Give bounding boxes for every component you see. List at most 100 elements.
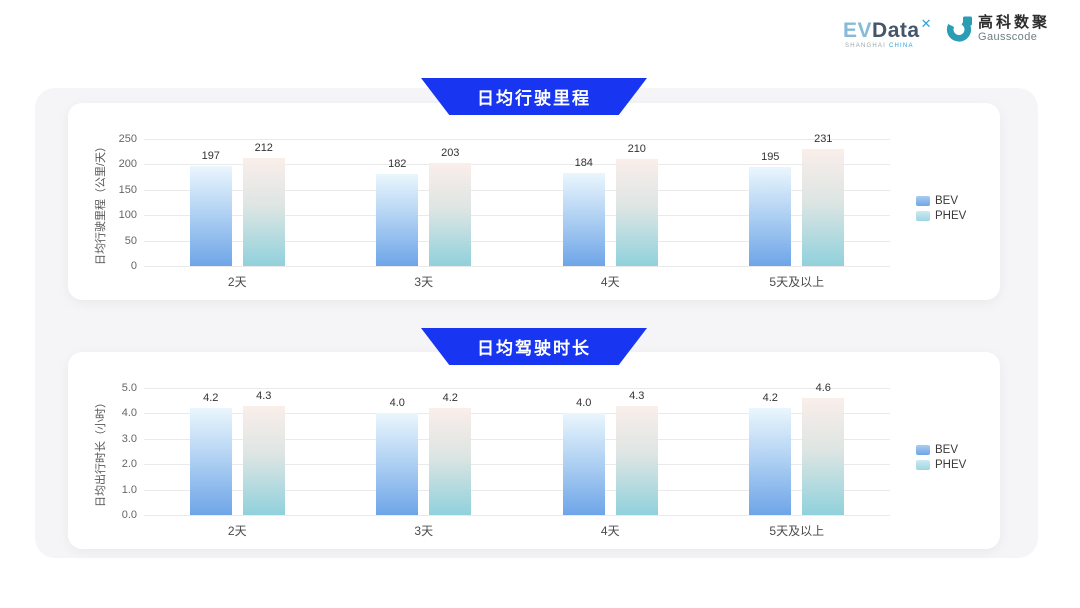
bar-phev: 4.2 — [429, 392, 472, 515]
chart-card: 日均出行时长（小时） 0.0 1.0 2.0 3.0 4.0 5.0 4.2 4.3 4.0 4… — [68, 352, 1000, 549]
bar-value-label: 4.3 — [629, 389, 645, 402]
x-axis-label: 5天及以上 — [769, 275, 825, 289]
phev-swatch-icon — [916, 211, 930, 221]
plot-area: 4.2 4.3 4.0 4.2 4.0 4.3 4.2 4.6 — [144, 382, 890, 516]
evdata-subtext: SHANGHAI CHINA — [843, 43, 932, 49]
bar-group: 4.0 4.3 — [517, 388, 704, 515]
gridline — [144, 164, 890, 166]
bar-phev: 4.3 — [242, 390, 285, 515]
y-axis-title: 日均行驶里程（公里/天） — [95, 140, 107, 265]
gridline — [144, 515, 890, 516]
chart-title: 日均行驶里程 — [477, 89, 591, 108]
bar-value-label: 4.2 — [442, 392, 458, 405]
header: EVData✕ SHANGHAI CHINA 高科数聚 Gausscode — [843, 14, 1050, 49]
evdata-x-icon: ✕ — [920, 16, 932, 31]
y-tick-label: 1.0 — [121, 483, 137, 496]
bar-group: 182 203 — [331, 139, 518, 266]
bar-value-label: 231 — [814, 132, 833, 145]
x-axis-label: 4天 — [600, 275, 620, 289]
plot-area: 197 212 182 203 184 210 195 231 — [144, 133, 891, 267]
legend: BEV PHEV — [916, 195, 966, 290]
y-tick-label: 100 — [118, 209, 137, 222]
bar-bev: 4.0 — [376, 397, 419, 515]
gridline — [144, 240, 890, 242]
bar-phev: 210 — [615, 143, 658, 266]
bar-value-label: 4.2 — [762, 392, 778, 405]
bar-bev: 4.0 — [562, 397, 605, 515]
bar-value-label: 212 — [254, 142, 273, 155]
bar-value-label: 4.2 — [203, 392, 219, 405]
y-tick-label: 2.0 — [121, 458, 137, 471]
gridline — [144, 139, 890, 140]
y-tick-label: 0.0 — [121, 509, 137, 521]
gausscode-g-icon — [946, 16, 972, 42]
y-tick-label: 250 — [118, 133, 137, 145]
plot-column: 4.2 4.3 4.0 4.2 4.0 4.3 4.2 4.6 2天 3天 4天 5天及以上 — [144, 382, 890, 539]
bar-phev: 203 — [429, 147, 472, 266]
legend-label: PHEV — [935, 210, 967, 222]
y-tick-label: 150 — [118, 183, 137, 196]
bar-bev: 197 — [189, 150, 232, 266]
legend-item-bev[interactable]: BEV — [916, 195, 966, 207]
plot-column: 197 212 182 203 184 210 195 231 2天 3天 4天 5天及以上 — [144, 133, 891, 290]
evdata-wordmark: EVData✕ — [843, 17, 932, 41]
bar-value-label: 195 — [761, 150, 780, 163]
legend-item-bev[interactable]: BEV — [916, 444, 966, 456]
bar-value-label: 4.3 — [256, 389, 272, 402]
bar-value-label: 210 — [627, 143, 646, 156]
gausscode-text: 高科数聚 Gausscode — [978, 14, 1050, 43]
y-tick-label: 50 — [124, 234, 137, 247]
bar-value-label: 203 — [441, 146, 460, 159]
legend-label: PHEV — [935, 459, 967, 471]
x-axis-label: 2天 — [227, 275, 247, 289]
bar-bev: 4.2 — [749, 392, 792, 515]
legend-item-phev[interactable]: PHEV — [916, 459, 966, 471]
evdata-data-text: Data — [872, 19, 920, 42]
y-tick-label: 0 — [130, 260, 137, 272]
chart-title-banner: 日均驾驶时长 — [421, 328, 647, 365]
bar-group: 197 212 — [144, 139, 331, 266]
gausscode-logo: 高科数聚 Gausscode — [946, 14, 1050, 43]
gausscode-en-text: Gausscode — [977, 31, 1038, 44]
bar-group: 195 231 — [704, 133, 891, 266]
y-axis-title-wrap: 日均出行时长（小时） — [92, 388, 108, 515]
chart-title-banner: 日均行驶里程 — [421, 78, 647, 115]
gridline — [144, 388, 890, 389]
legend-label: BEV — [935, 444, 959, 456]
bar-value-label: 4.0 — [576, 397, 592, 410]
y-tick-label: 3.0 — [121, 432, 137, 445]
bar-bev: 195 — [749, 151, 792, 266]
bar-phev: 4.3 — [615, 390, 658, 515]
bev-swatch-icon — [916, 445, 930, 455]
legend-item-phev[interactable]: PHEV — [916, 210, 966, 222]
y-tick-label: 200 — [118, 158, 137, 171]
gridline — [144, 438, 890, 440]
y-tick-label: 4.0 — [121, 407, 137, 420]
evdata-china-text: CHINA — [888, 43, 914, 49]
page-container: 日均行驶里程 日均行驶里程（公里/天） 0 50 100 150 200 250 197 2… — [35, 78, 1038, 558]
bar-group: 4.0 4.2 — [331, 388, 518, 515]
y-axis-title-wrap: 日均行驶里程（公里/天） — [92, 139, 108, 266]
chart-title: 日均驾驶时长 — [477, 339, 591, 358]
bar-phev: 4.6 — [802, 382, 845, 515]
bar-group: 4.2 4.3 — [144, 388, 331, 515]
x-axis-labels: 2天 3天 4天 5天及以上 — [144, 522, 890, 539]
x-axis-labels: 2天 3天 4天 5天及以上 — [144, 273, 890, 290]
y-axis-ticks: 0 50 100 150 200 250 — [108, 133, 144, 272]
gausscode-cn-text: 高科数聚 — [977, 14, 1050, 31]
bar-phev: 231 — [802, 133, 845, 266]
evdata-shanghai-text: SHANGHAI — [845, 43, 886, 49]
bar-value-label: 182 — [388, 157, 407, 170]
gridline — [144, 413, 890, 415]
bar-bev: 184 — [562, 157, 605, 266]
bar-value-label: 4.6 — [815, 382, 831, 395]
bar-bev: 4.2 — [189, 392, 232, 515]
chart-card: 日均行驶里程（公里/天） 0 50 100 150 200 250 197 212 182 20… — [68, 103, 1000, 300]
evdata-ev-text: EV — [843, 19, 873, 42]
gridline — [144, 266, 890, 267]
x-axis-label: 4天 — [600, 524, 620, 538]
x-axis-label: 3天 — [414, 524, 434, 538]
x-axis-label: 5天及以上 — [769, 524, 825, 538]
y-axis-title: 日均出行时长（小时） — [95, 396, 107, 507]
bar-bev: 182 — [376, 158, 419, 266]
